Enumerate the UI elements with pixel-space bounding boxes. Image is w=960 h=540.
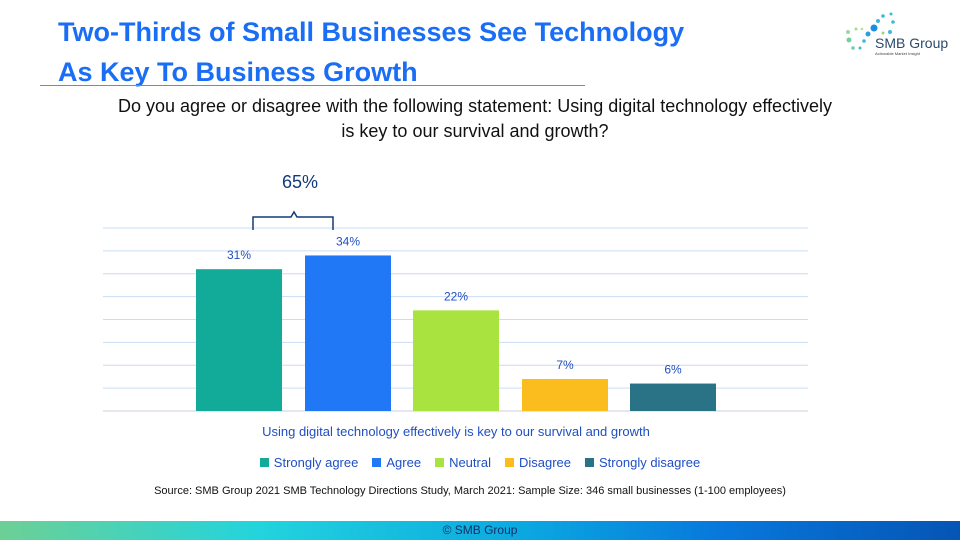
footer-bar: © SMB Group	[0, 521, 960, 540]
data-label: 7%	[556, 358, 574, 372]
data-label: 6%	[664, 363, 682, 377]
bar-agree	[305, 255, 391, 411]
title-divider	[40, 85, 585, 86]
legend-item: Disagree	[504, 455, 572, 470]
slide-title: Two-Thirds of Small Businesses See Techn…	[58, 12, 684, 92]
smb-group-logo: SMB Group Actionable Market Insight	[846, 12, 948, 56]
legend-label: Neutral	[449, 455, 491, 470]
legend-swatch	[435, 458, 445, 467]
x-axis-label: Using digital technology effectively is …	[262, 424, 650, 439]
combined-agree-label: 65%	[281, 172, 319, 192]
legend-item: Agree	[372, 455, 421, 470]
bar-strongly-agree	[196, 269, 282, 411]
data-label: 22%	[444, 289, 468, 303]
survey-question: Do you agree or disagree with the follow…	[117, 96, 833, 141]
legend-item: Neutral	[435, 455, 491, 470]
title-line-1: Two-Thirds of Small Businesses See Techn…	[58, 17, 685, 47]
legend-item: Strongly agree	[259, 455, 359, 470]
legend-label: Strongly agree	[273, 455, 359, 470]
legend-swatch	[372, 458, 382, 467]
logo-text: SMB Group	[875, 35, 948, 51]
data-label: 34%	[336, 234, 360, 248]
agree-bracket	[252, 210, 334, 230]
bar-strongly-disagree	[630, 383, 716, 411]
legend-swatch	[504, 458, 514, 467]
data-label: 31%	[227, 248, 251, 262]
legend-swatch	[585, 458, 595, 467]
logo-tagline: Actionable Market Insight	[875, 51, 921, 56]
legend-label: Disagree	[518, 455, 572, 470]
legend-item: Strongly disagree	[585, 455, 700, 470]
legend-label: Strongly disagree	[599, 455, 701, 470]
legend-label: Agree	[386, 455, 422, 470]
legend: Strongly agree Agree Neutral Disagree Strong…	[0, 455, 960, 470]
legend-swatch	[259, 458, 269, 467]
source-note: Source: SMB Group 2021 SMB Technology Di…	[154, 485, 786, 497]
bar-disagree	[522, 378, 608, 411]
bar-neutral	[413, 310, 499, 411]
title-line-2: As Key To Business Growth	[58, 57, 418, 87]
